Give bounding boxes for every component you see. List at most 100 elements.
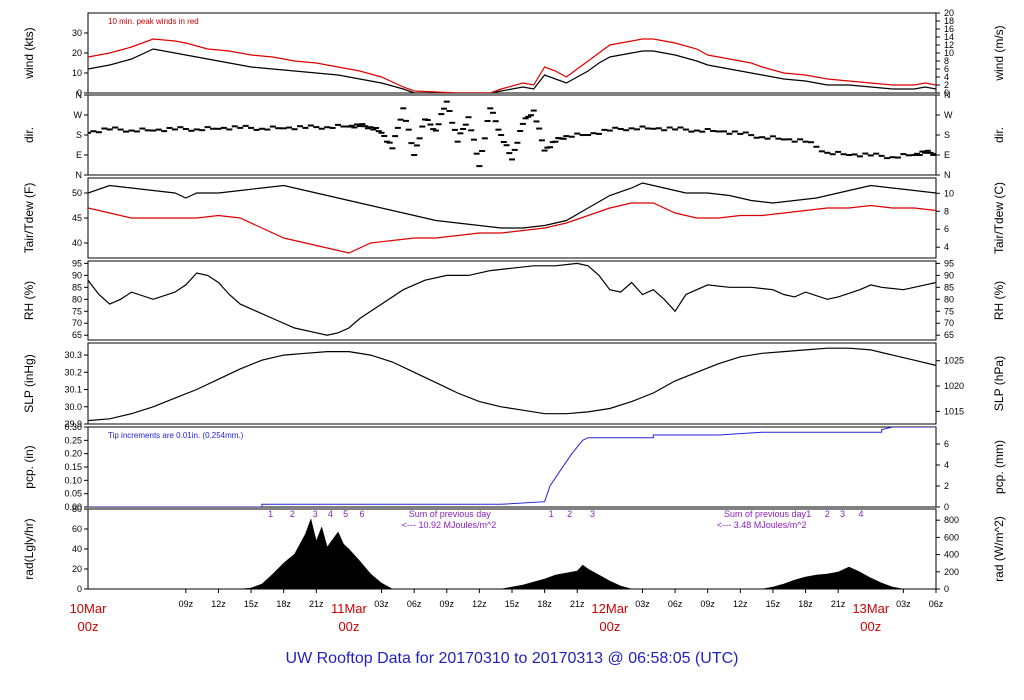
direction-point (688, 130, 695, 133)
direction-point (666, 126, 673, 129)
direction-point (215, 127, 222, 130)
hour-mark-label: 5 (343, 509, 348, 519)
panel-annotation: 10 min. peak winds in red (108, 17, 199, 26)
direction-point (465, 116, 472, 119)
direction-point (231, 125, 238, 128)
left-tick-label: 90 (72, 270, 82, 280)
direction-point (473, 152, 480, 155)
right-tick-label: 12 (944, 40, 954, 50)
direction-point (359, 123, 366, 126)
direction-point (530, 109, 537, 112)
direction-point (574, 132, 581, 135)
x-tick-label: 06z (668, 599, 683, 609)
left-tick-label: 30.2 (64, 367, 82, 377)
direction-point (824, 151, 831, 154)
right-tick-label: 1025 (944, 356, 964, 366)
direction-point (492, 120, 499, 123)
direction-point (933, 152, 936, 155)
right-axis-label: rad (W/m^2) (992, 516, 1006, 582)
direction-point (522, 117, 529, 120)
direction-point (413, 144, 420, 147)
day-label-z: 00z (860, 619, 881, 634)
direction-point (106, 128, 113, 131)
right-tick-label: 6 (944, 64, 949, 74)
x-tick-label: 12z (733, 599, 748, 609)
day-label-z: 00z (599, 619, 620, 634)
direction-point (900, 153, 907, 156)
direction-point (536, 127, 543, 130)
right-tick-label: 2 (944, 80, 949, 90)
direction-point (547, 146, 554, 149)
left-tick-label: 80 (72, 504, 82, 514)
direction-point (386, 141, 393, 144)
x-tick-label: 15z (766, 599, 781, 609)
left-tick-label: 30.1 (64, 385, 82, 395)
direction-point (786, 138, 793, 141)
direction-point (829, 153, 836, 156)
left-tick-label: 30.0 (64, 402, 82, 412)
right-axis-label: Tair/Tdew (C) (992, 182, 1006, 254)
right-tick-label: 18 (944, 16, 954, 26)
direction-point (889, 156, 896, 159)
right-tick-label: 4 (944, 242, 949, 252)
direction-point (381, 135, 388, 137)
plot-area (88, 262, 936, 336)
direction-point (715, 130, 722, 133)
direction-point (408, 142, 415, 145)
direction-point (509, 158, 515, 161)
direction-point (884, 157, 891, 160)
direction-point (313, 126, 320, 129)
direction-point (297, 125, 303, 128)
direction-point (171, 128, 178, 131)
left-tick-label: 0 (77, 584, 82, 594)
direction-point (438, 113, 445, 116)
right-tick-label: 20 (944, 8, 954, 18)
right-axis-label: dir. (992, 127, 1006, 143)
hour-mark-label: 1 (806, 509, 811, 519)
direction-point (517, 130, 524, 132)
direction-point (269, 125, 276, 128)
plot-area (88, 427, 936, 507)
direction-point (835, 150, 842, 153)
plot-area (88, 182, 936, 254)
left-tick-label: 0.10 (64, 475, 82, 485)
direction-point (470, 138, 477, 141)
left-axis-label: pcp. (in) (22, 445, 36, 488)
left-tick-label: 80 (72, 294, 82, 304)
direction-point (628, 127, 635, 130)
direction-point (356, 125, 363, 128)
x-tick-label: 09z (700, 599, 715, 609)
day-sum-title: Sum of previous day (724, 509, 807, 519)
direction-point (693, 129, 700, 132)
left-tick-label: N (76, 170, 83, 180)
direction-point (318, 127, 325, 130)
x-tick-label: 18z (276, 599, 291, 609)
precip-line (88, 427, 936, 507)
direction-point (329, 126, 336, 129)
panel-pcp: 0.00 0.05 0.10 0.15 0.20 0.25 0.30 0 2 4 6 pcp. (in… (22, 422, 1006, 512)
direction-point (166, 126, 173, 129)
direction-point (302, 126, 309, 129)
x-tick-label: 15z (505, 599, 520, 609)
direction-point (101, 127, 108, 130)
direction-point (846, 154, 853, 156)
left-axis-label: rad(Lgly/hr) (22, 518, 36, 579)
direction-point (454, 140, 461, 143)
direction-point (375, 130, 382, 133)
series-line-1 (88, 202, 936, 254)
panel-frame (87, 342, 937, 425)
direction-point (704, 128, 711, 130)
direction-point (606, 129, 613, 132)
direction-point (818, 150, 825, 153)
series-line-0 (88, 262, 936, 336)
direction-point (856, 155, 863, 158)
direction-point (403, 119, 409, 122)
direction-point (802, 140, 809, 143)
right-tick-label: E (944, 150, 950, 160)
direction-point (623, 129, 630, 132)
left-tick-label: 65 (72, 330, 82, 340)
left-tick-label: 45 (72, 213, 82, 223)
x-tick-label: 09z (179, 599, 194, 609)
direction-point (133, 130, 140, 133)
x-tick-label: 21z (831, 599, 846, 609)
